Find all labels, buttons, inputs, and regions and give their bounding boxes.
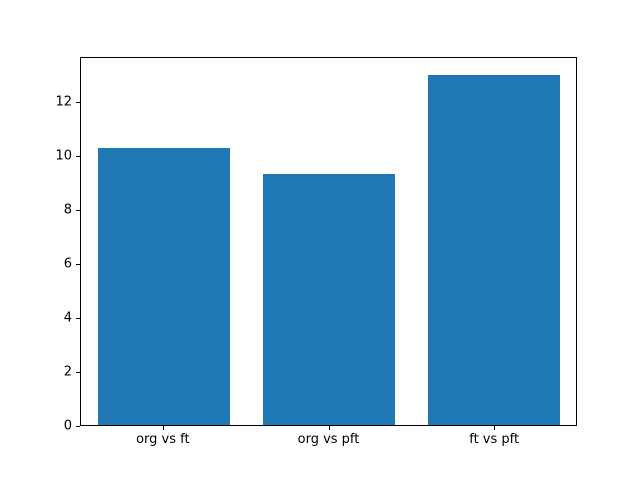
x-tick-label-org-vs-pft: org vs pft: [297, 432, 360, 447]
bar-org-vs-pft: [262, 173, 395, 425]
y-tick-mark-4: [76, 317, 80, 319]
y-tick-label-4: 4: [63, 310, 72, 326]
y-tick-label-8: 8: [63, 202, 72, 218]
x-tick-mark-org-vs-ft: [162, 426, 164, 430]
y-tick-label-10: 10: [55, 148, 72, 164]
x-tick-mark-ft-vs-pft: [494, 426, 496, 430]
y-tick-label-0: 0: [63, 418, 72, 434]
bar-ft-vs-pft: [427, 75, 560, 425]
x-tick-label-ft-vs-pft: ft vs pft: [469, 432, 520, 447]
y-tick-label-12: 12: [55, 94, 72, 110]
y-tick-mark-12: [76, 101, 80, 103]
x-tick-mark-org-vs-pft: [328, 426, 330, 430]
y-tick-mark-8: [76, 209, 80, 211]
plot-area: [80, 57, 577, 426]
y-tick-label-6: 6: [63, 256, 72, 272]
bar-org-vs-ft: [97, 148, 230, 425]
y-tick-label-2: 2: [63, 364, 72, 380]
y-tick-mark-0: [76, 426, 80, 427]
y-tick-mark-2: [76, 371, 80, 373]
x-tick-label-org-vs-ft: org vs ft: [136, 432, 190, 447]
y-tick-mark-10: [76, 155, 80, 157]
y-tick-mark-6: [76, 263, 80, 265]
